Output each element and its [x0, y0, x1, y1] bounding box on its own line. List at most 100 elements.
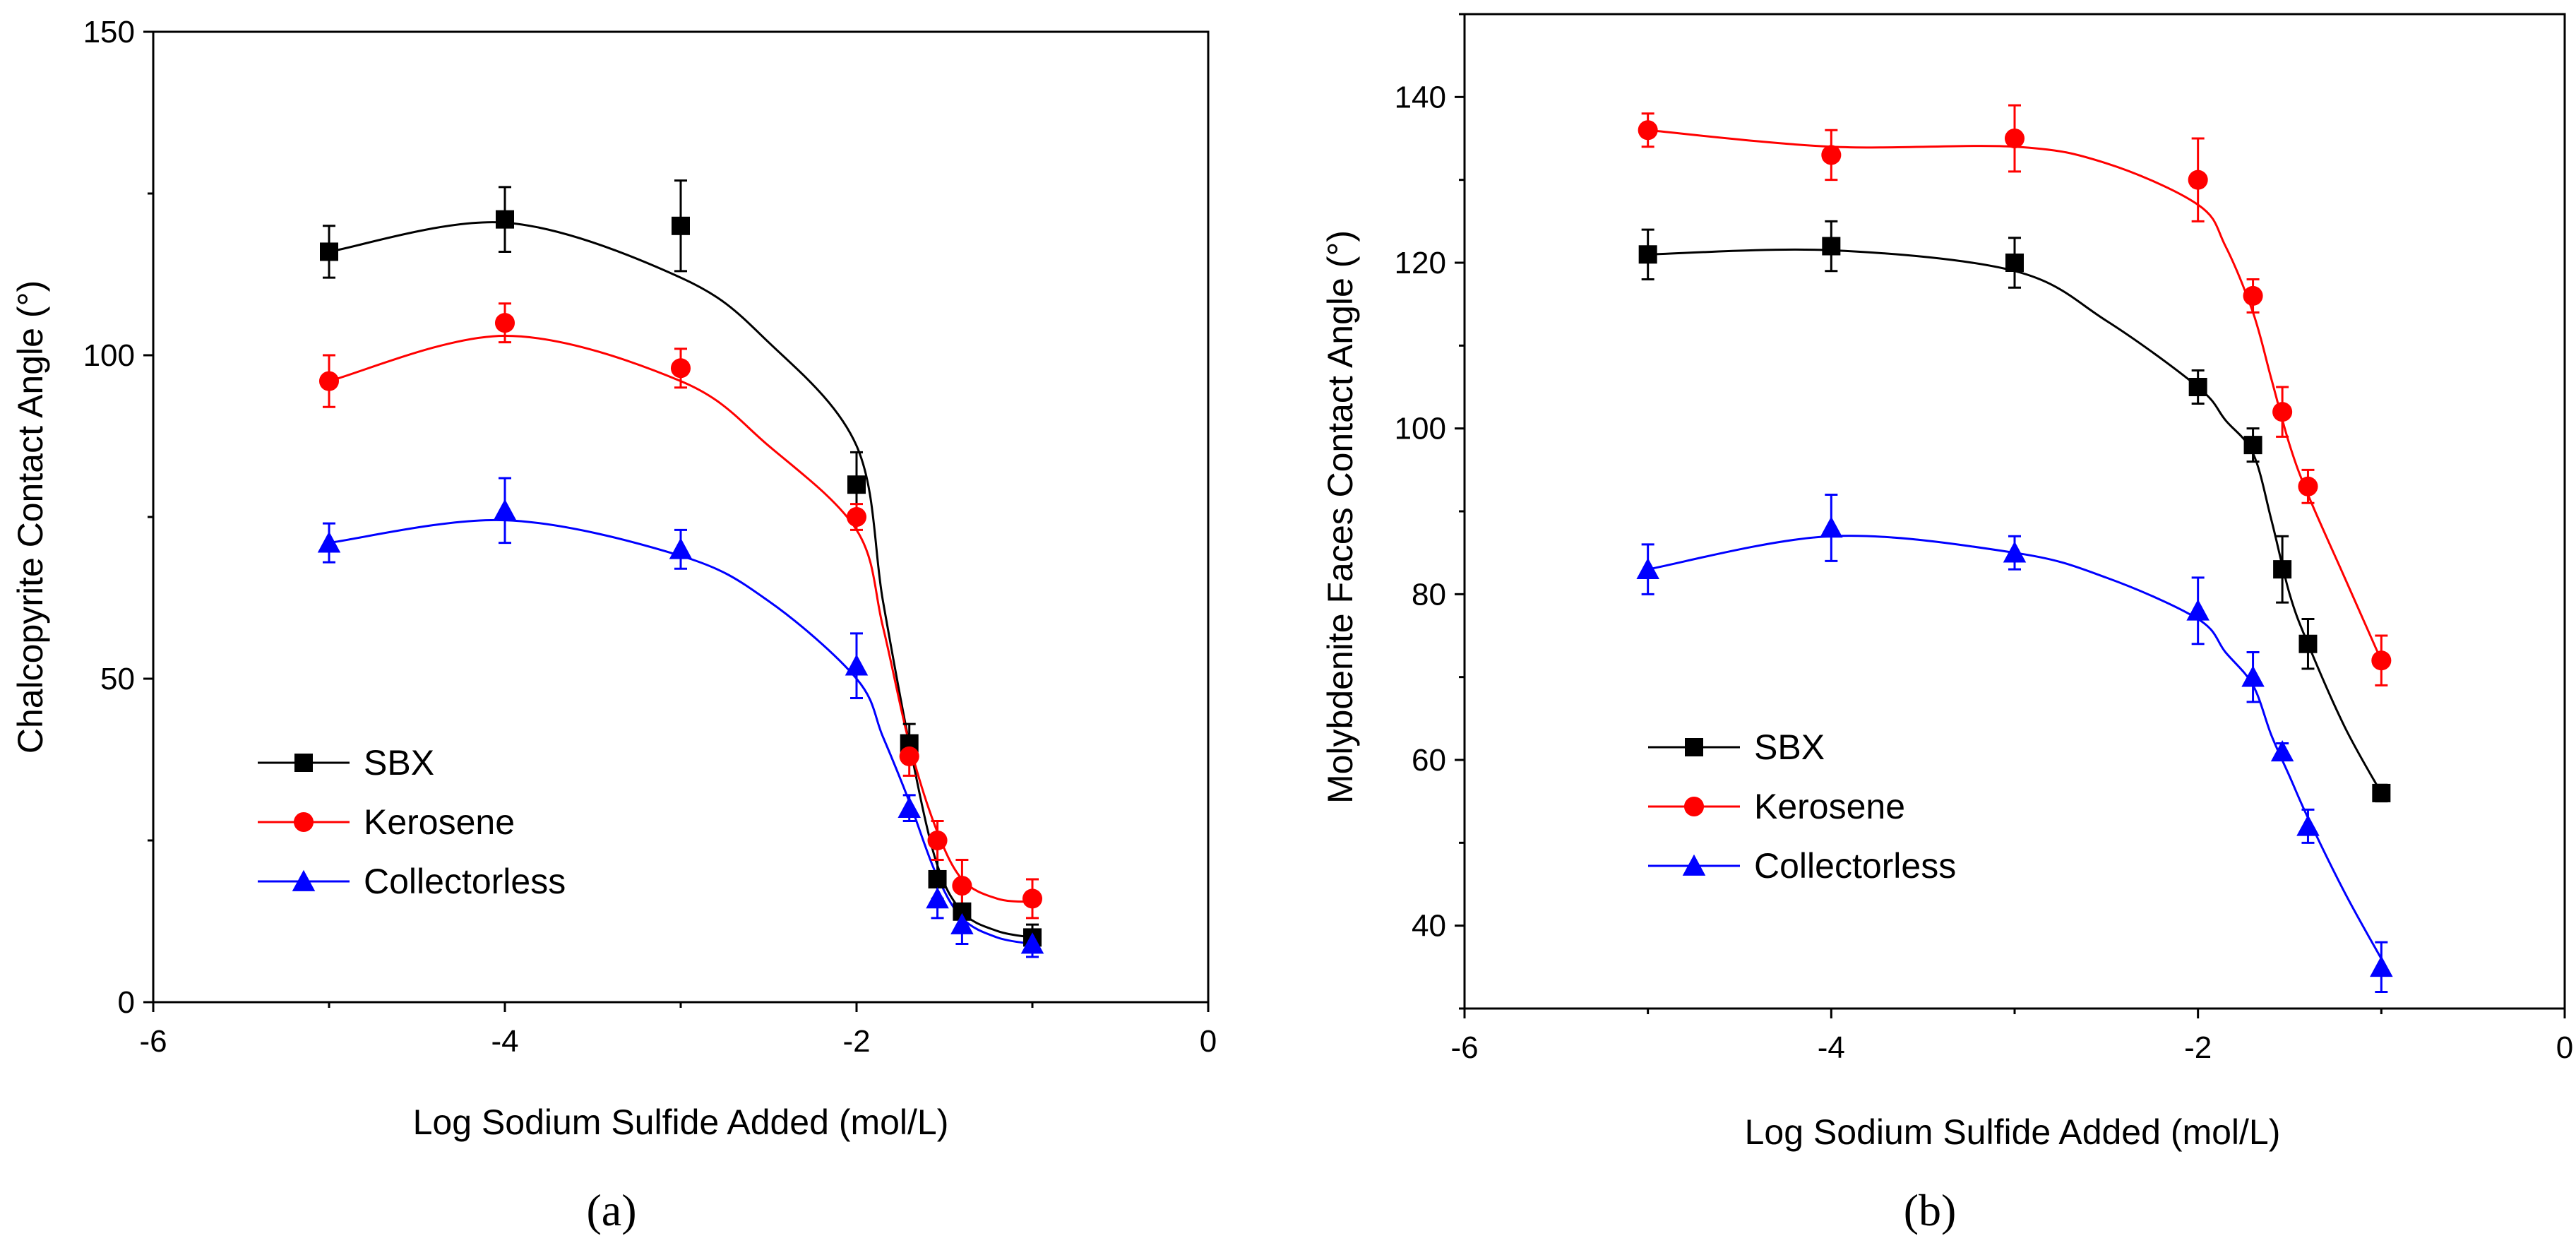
legend-item-collectorless-a: Collectorless [258, 862, 566, 901]
chart-panel-b: -6 -4 -2 0 40 60 80 100 120 140 SBX Kerosene Colle… [1320, 13, 2573, 1235]
x-tick-label-b: -6 [1450, 1030, 1478, 1065]
data-point-sbx-a [496, 210, 514, 229]
data-markers-a [317, 210, 1044, 954]
data-point-sbx-a [928, 869, 947, 888]
y-tick-label-b: 140 [1395, 80, 1446, 114]
data-point-collectorless-b [2003, 541, 2027, 563]
y-axis-label-b: Molybdenite Faces Contact Angle (°) [1320, 230, 1360, 804]
x-axis-label-b: Log Sodium Sulfide Added (mol/L) [1745, 1112, 2281, 1152]
x-tick-label-a: -2 [842, 1024, 870, 1059]
data-point-collectorless-a [898, 796, 921, 819]
data-point-kerosene-b [2004, 128, 2025, 149]
legend-b: SBX Kerosene Collectorless [1648, 727, 1956, 886]
fit-curve-sbx-a [328, 221, 1033, 939]
y-tick-labels-b: 40 60 80 100 120 140 [1395, 80, 1446, 943]
legend-marker-kerosene-b [1683, 796, 1705, 817]
legend-marker-collectorless-b [1682, 854, 1706, 876]
data-point-kerosene-a [846, 506, 867, 528]
legend-item-collectorless-b: Collectorless [1648, 846, 1956, 886]
y-tick-label-b: 40 [1412, 909, 1446, 944]
x-tick-labels-a: -6 -4 -2 0 [139, 1024, 1217, 1059]
legend-marker-kerosene-a [293, 811, 314, 833]
data-point-sbx-b [1822, 237, 1841, 256]
data-point-collectorless-b [1636, 557, 1659, 579]
y-tick-label-b: 60 [1412, 743, 1446, 778]
panel-label-b: (b) [1904, 1185, 1957, 1235]
data-point-collectorless-a [669, 537, 693, 559]
data-point-collectorless-a [926, 887, 949, 909]
y-tick-label-b: 80 [1412, 577, 1446, 612]
x-axis-label-a: Log Sodium Sulfide Added (mol/L) [413, 1102, 949, 1142]
data-point-kerosene-b [2371, 650, 2392, 671]
legend-item-kerosene-a: Kerosene [258, 802, 515, 842]
legend-label-kerosene-b: Kerosene [1754, 787, 1905, 826]
data-point-collectorless-b [2296, 814, 2320, 836]
data-point-kerosene-a [494, 313, 515, 333]
x-axis-ticks-b [1463, 1009, 2566, 1018]
legend-item-sbx-b: SBX [1648, 727, 1825, 767]
data-point-kerosene-b [1821, 145, 1842, 165]
x-axis-ticks-a [152, 1002, 1210, 1012]
panel-label-a: (a) [586, 1185, 636, 1235]
data-point-collectorless-a [950, 912, 974, 934]
chart-panel-a: -6 -4 -2 0 0 50 100 150 SBX Kerosene Collectorle… [11, 15, 1217, 1235]
data-point-sbx-b [2188, 378, 2207, 396]
data-point-kerosene-b [2298, 476, 2318, 496]
data-point-collectorless-a [845, 654, 869, 676]
y-tick-labels-a: 0 50 100 150 [83, 15, 135, 1020]
y-tick-label-b: 120 [1395, 246, 1446, 280]
y-tick-label-a: 100 [83, 338, 135, 373]
y-tick-label-b: 100 [1395, 412, 1446, 446]
data-point-kerosene-b [1638, 120, 1658, 141]
legend-item-kerosene-b: Kerosene [1648, 787, 1905, 826]
data-point-sbx-a [320, 242, 338, 261]
data-point-sbx-b [2273, 560, 2292, 579]
data-point-collectorless-b [1820, 516, 1843, 538]
legend-label-sbx-a: SBX [364, 743, 434, 783]
data-point-collectorless-b [2241, 665, 2265, 687]
x-tick-label-a: 0 [1200, 1024, 1217, 1059]
data-point-kerosene-b [2272, 402, 2293, 422]
data-point-sbx-b [2298, 634, 2318, 653]
data-point-collectorless-b [2370, 956, 2393, 977]
x-tick-labels-b: -6 -4 -2 0 [1450, 1030, 2573, 1065]
data-point-kerosene-a [927, 830, 948, 851]
fit-curve-kerosene-a [328, 334, 1033, 903]
y-tick-label-a: 0 [118, 985, 135, 1020]
y-axis-ticks-b [1455, 13, 1465, 1010]
x-tick-label-b: 0 [2556, 1030, 2573, 1065]
data-point-collectorless-a [317, 531, 341, 553]
data-point-kerosene-a [1022, 888, 1043, 909]
data-point-collectorless-b [2270, 740, 2294, 762]
data-point-kerosene-a [952, 876, 972, 896]
data-point-sbx-b [1638, 245, 1657, 264]
legend-marker-sbx-b [1685, 738, 1703, 756]
data-point-kerosene-a [670, 358, 691, 379]
data-point-sbx-b [2243, 436, 2262, 455]
legend-item-sbx-a: SBX [258, 743, 434, 783]
x-tick-label-a: -4 [491, 1024, 518, 1059]
legend-label-kerosene-a: Kerosene [364, 802, 515, 842]
legend-marker-sbx-a [294, 754, 313, 772]
data-point-collectorless-a [493, 499, 517, 521]
y-tick-label-a: 150 [83, 15, 135, 49]
data-point-sbx-b [2372, 783, 2391, 802]
y-axis-ticks-a [143, 30, 153, 1004]
data-point-sbx-a [672, 216, 690, 235]
x-tick-label-b: -4 [1818, 1030, 1845, 1065]
x-tick-label-a: -6 [139, 1024, 167, 1059]
legend-label-sbx-b: SBX [1754, 727, 1825, 767]
data-point-kerosene-b [2243, 285, 2263, 306]
data-point-kerosene-b [2188, 170, 2208, 190]
data-point-kerosene-a [899, 746, 919, 766]
legend-label-collectorless-b: Collectorless [1754, 846, 1956, 886]
data-point-collectorless-b [2186, 599, 2210, 621]
data-point-sbx-b [2005, 254, 2024, 272]
data-point-kerosene-a [318, 371, 340, 391]
legend-a: SBX Kerosene Collectorless [258, 743, 566, 901]
legend-label-collectorless-a: Collectorless [364, 862, 566, 901]
legend-marker-collectorless-a [292, 869, 316, 891]
x-tick-label-b: -2 [2184, 1030, 2212, 1065]
data-point-sbx-a [847, 475, 866, 494]
